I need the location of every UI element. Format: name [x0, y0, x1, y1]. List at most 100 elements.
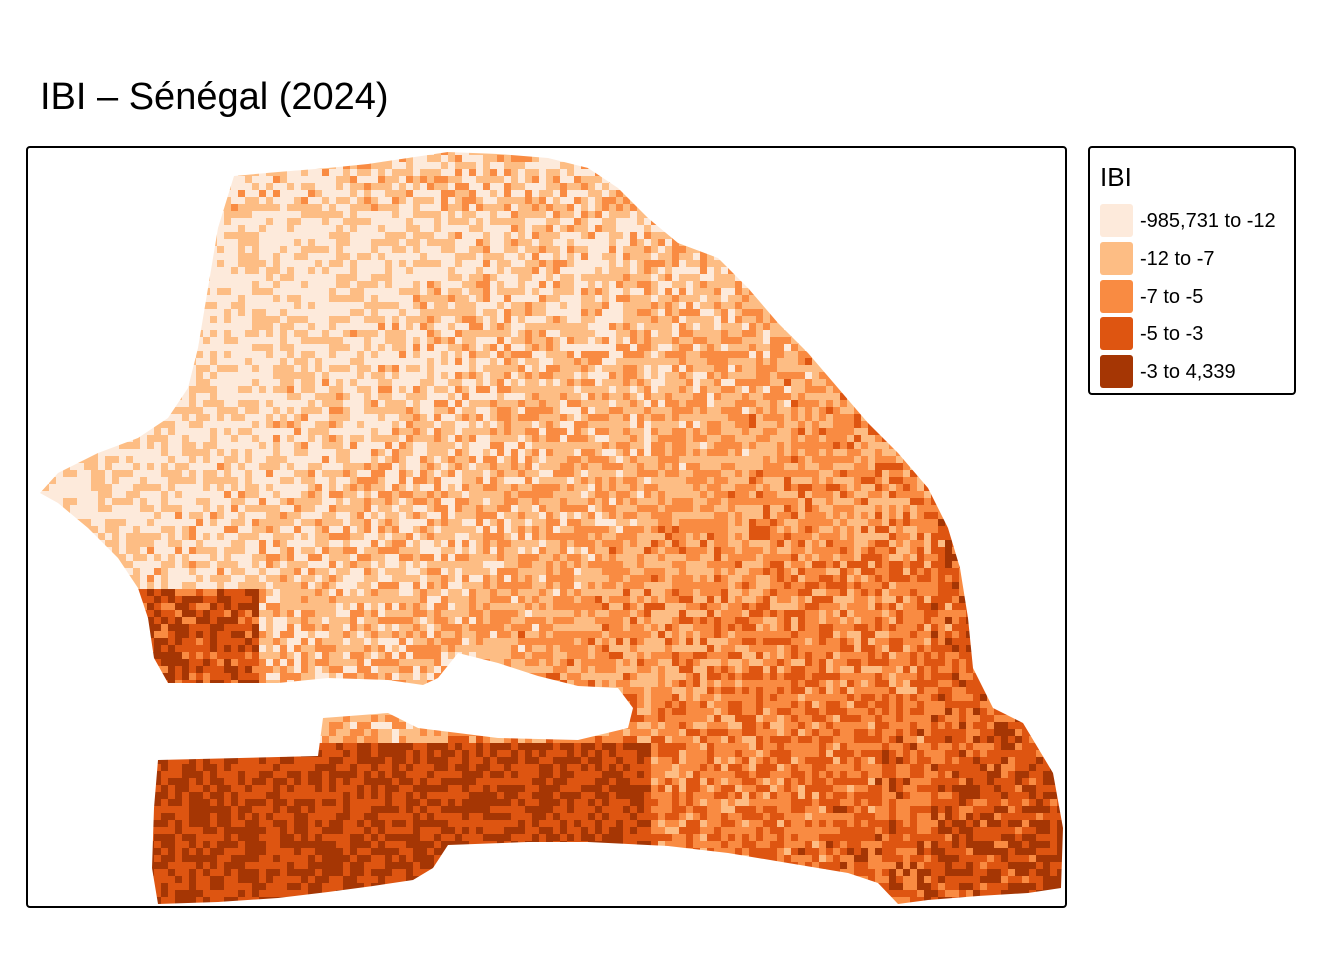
raster-cell	[336, 302, 343, 309]
raster-cell	[119, 183, 126, 190]
raster-cell	[1029, 152, 1036, 155]
raster-cell	[105, 152, 112, 155]
raster-cell	[28, 169, 35, 176]
raster-cell	[630, 183, 637, 190]
raster-cell	[189, 295, 196, 302]
raster-cell	[910, 239, 917, 246]
raster-cell	[637, 225, 644, 232]
raster-cell	[371, 225, 378, 232]
raster-cell	[329, 281, 336, 288]
raster-cell	[868, 337, 875, 344]
raster-cell	[497, 288, 504, 295]
raster-cell	[70, 232, 77, 239]
raster-cell	[854, 253, 861, 260]
raster-cell	[686, 211, 693, 218]
raster-cell	[448, 218, 455, 225]
raster-cell	[749, 309, 756, 316]
raster-cell	[861, 152, 868, 155]
raster-cell	[1050, 351, 1057, 358]
raster-cell	[196, 351, 203, 358]
raster-cell	[1008, 365, 1015, 372]
raster-cell	[406, 183, 413, 190]
raster-cell	[1057, 211, 1063, 218]
raster-cell	[1036, 330, 1043, 337]
raster-cell	[525, 211, 532, 218]
raster-cell	[532, 169, 539, 176]
raster-cell	[567, 274, 574, 281]
raster-cell	[434, 218, 441, 225]
raster-cell	[119, 330, 126, 337]
raster-cell	[210, 351, 217, 358]
raster-cell	[959, 295, 966, 302]
raster-cell	[707, 309, 714, 316]
raster-cell	[973, 197, 980, 204]
raster-cell	[308, 372, 315, 379]
raster-cell	[875, 155, 882, 162]
raster-cell	[651, 267, 658, 274]
raster-cell	[714, 169, 721, 176]
raster-cell	[413, 155, 420, 162]
raster-cell	[1029, 330, 1036, 337]
raster-cell	[238, 281, 245, 288]
raster-cell	[896, 267, 903, 274]
raster-cell	[378, 183, 385, 190]
raster-cell	[525, 344, 532, 351]
raster-cell	[399, 169, 406, 176]
raster-cell	[378, 218, 385, 225]
raster-cell	[392, 211, 399, 218]
raster-cell	[763, 260, 770, 267]
raster-cell	[329, 344, 336, 351]
raster-cell	[441, 239, 448, 246]
raster-cell	[721, 274, 728, 281]
raster-cell	[322, 246, 329, 253]
raster-cell	[497, 302, 504, 309]
raster-cell	[1001, 162, 1008, 169]
raster-cell	[868, 365, 875, 372]
raster-cell	[532, 365, 539, 372]
raster-cell	[259, 358, 266, 365]
raster-cell	[91, 246, 98, 253]
raster-cell	[994, 152, 1001, 155]
raster-cell	[581, 288, 588, 295]
raster-cell	[224, 239, 231, 246]
raster-cell	[84, 211, 91, 218]
raster-cell	[1036, 239, 1043, 246]
raster-cell	[588, 274, 595, 281]
raster-cell	[245, 246, 252, 253]
raster-cell	[784, 323, 791, 330]
raster-cell	[203, 162, 210, 169]
raster-cell	[770, 218, 777, 225]
raster-cell	[252, 379, 259, 386]
raster-cell	[224, 281, 231, 288]
raster-cell	[385, 295, 392, 302]
raster-cell	[196, 204, 203, 211]
raster-cell	[511, 372, 518, 379]
raster-cell	[966, 246, 973, 253]
raster-cell	[1008, 281, 1015, 288]
raster-cell	[287, 232, 294, 239]
raster-cell	[406, 169, 413, 176]
raster-cell	[889, 190, 896, 197]
raster-cell	[371, 169, 378, 176]
raster-cell	[105, 155, 112, 162]
raster-cell	[868, 162, 875, 169]
raster-cell	[623, 302, 630, 309]
raster-cell	[154, 155, 161, 162]
raster-cell	[945, 152, 952, 155]
raster-cell	[721, 295, 728, 302]
raster-cell	[770, 302, 777, 309]
raster-cell	[959, 176, 966, 183]
raster-cell	[210, 295, 217, 302]
raster-cell	[658, 183, 665, 190]
raster-cell	[455, 162, 462, 169]
raster-cell	[378, 351, 385, 358]
raster-cell	[343, 162, 350, 169]
raster-cell	[945, 239, 952, 246]
raster-cell	[98, 344, 105, 351]
raster-cell	[469, 337, 476, 344]
raster-cell	[469, 260, 476, 267]
raster-cell	[40, 190, 42, 197]
raster-cell	[105, 253, 112, 260]
raster-cell	[532, 309, 539, 316]
raster-cell	[364, 358, 371, 365]
